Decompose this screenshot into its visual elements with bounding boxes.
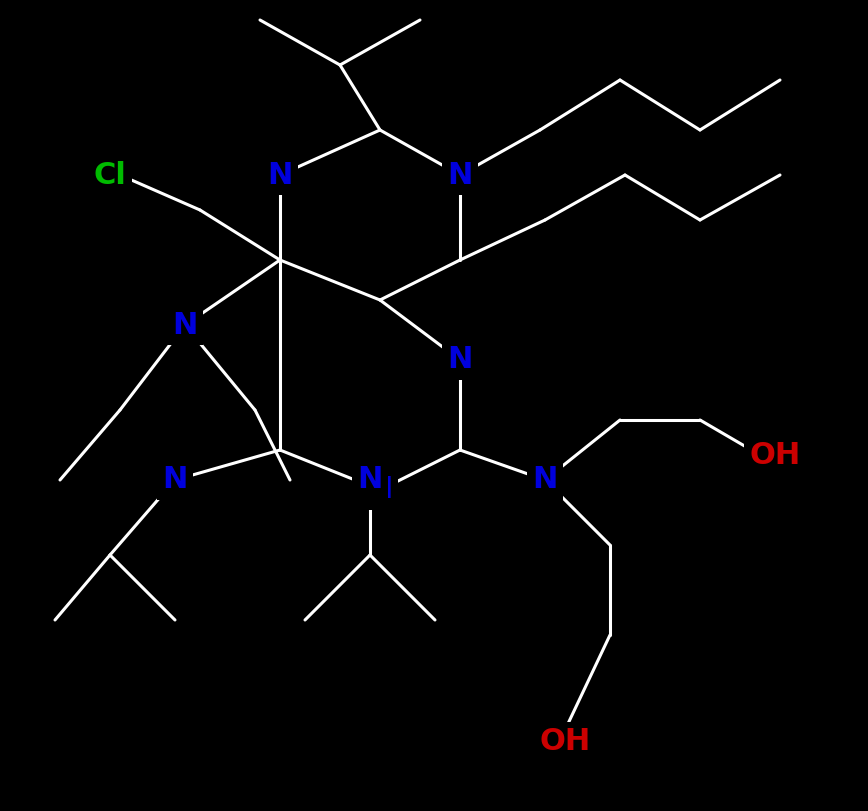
Text: N: N <box>162 466 187 495</box>
Text: N: N <box>447 345 473 375</box>
Text: Cl: Cl <box>94 161 127 190</box>
Text: N: N <box>173 311 198 340</box>
Text: N: N <box>367 475 392 504</box>
Text: N: N <box>532 466 557 495</box>
Text: N: N <box>358 466 383 495</box>
Text: OH: OH <box>539 727 590 757</box>
Text: OH: OH <box>749 440 800 470</box>
Text: N: N <box>267 161 293 190</box>
Text: N: N <box>447 161 473 190</box>
